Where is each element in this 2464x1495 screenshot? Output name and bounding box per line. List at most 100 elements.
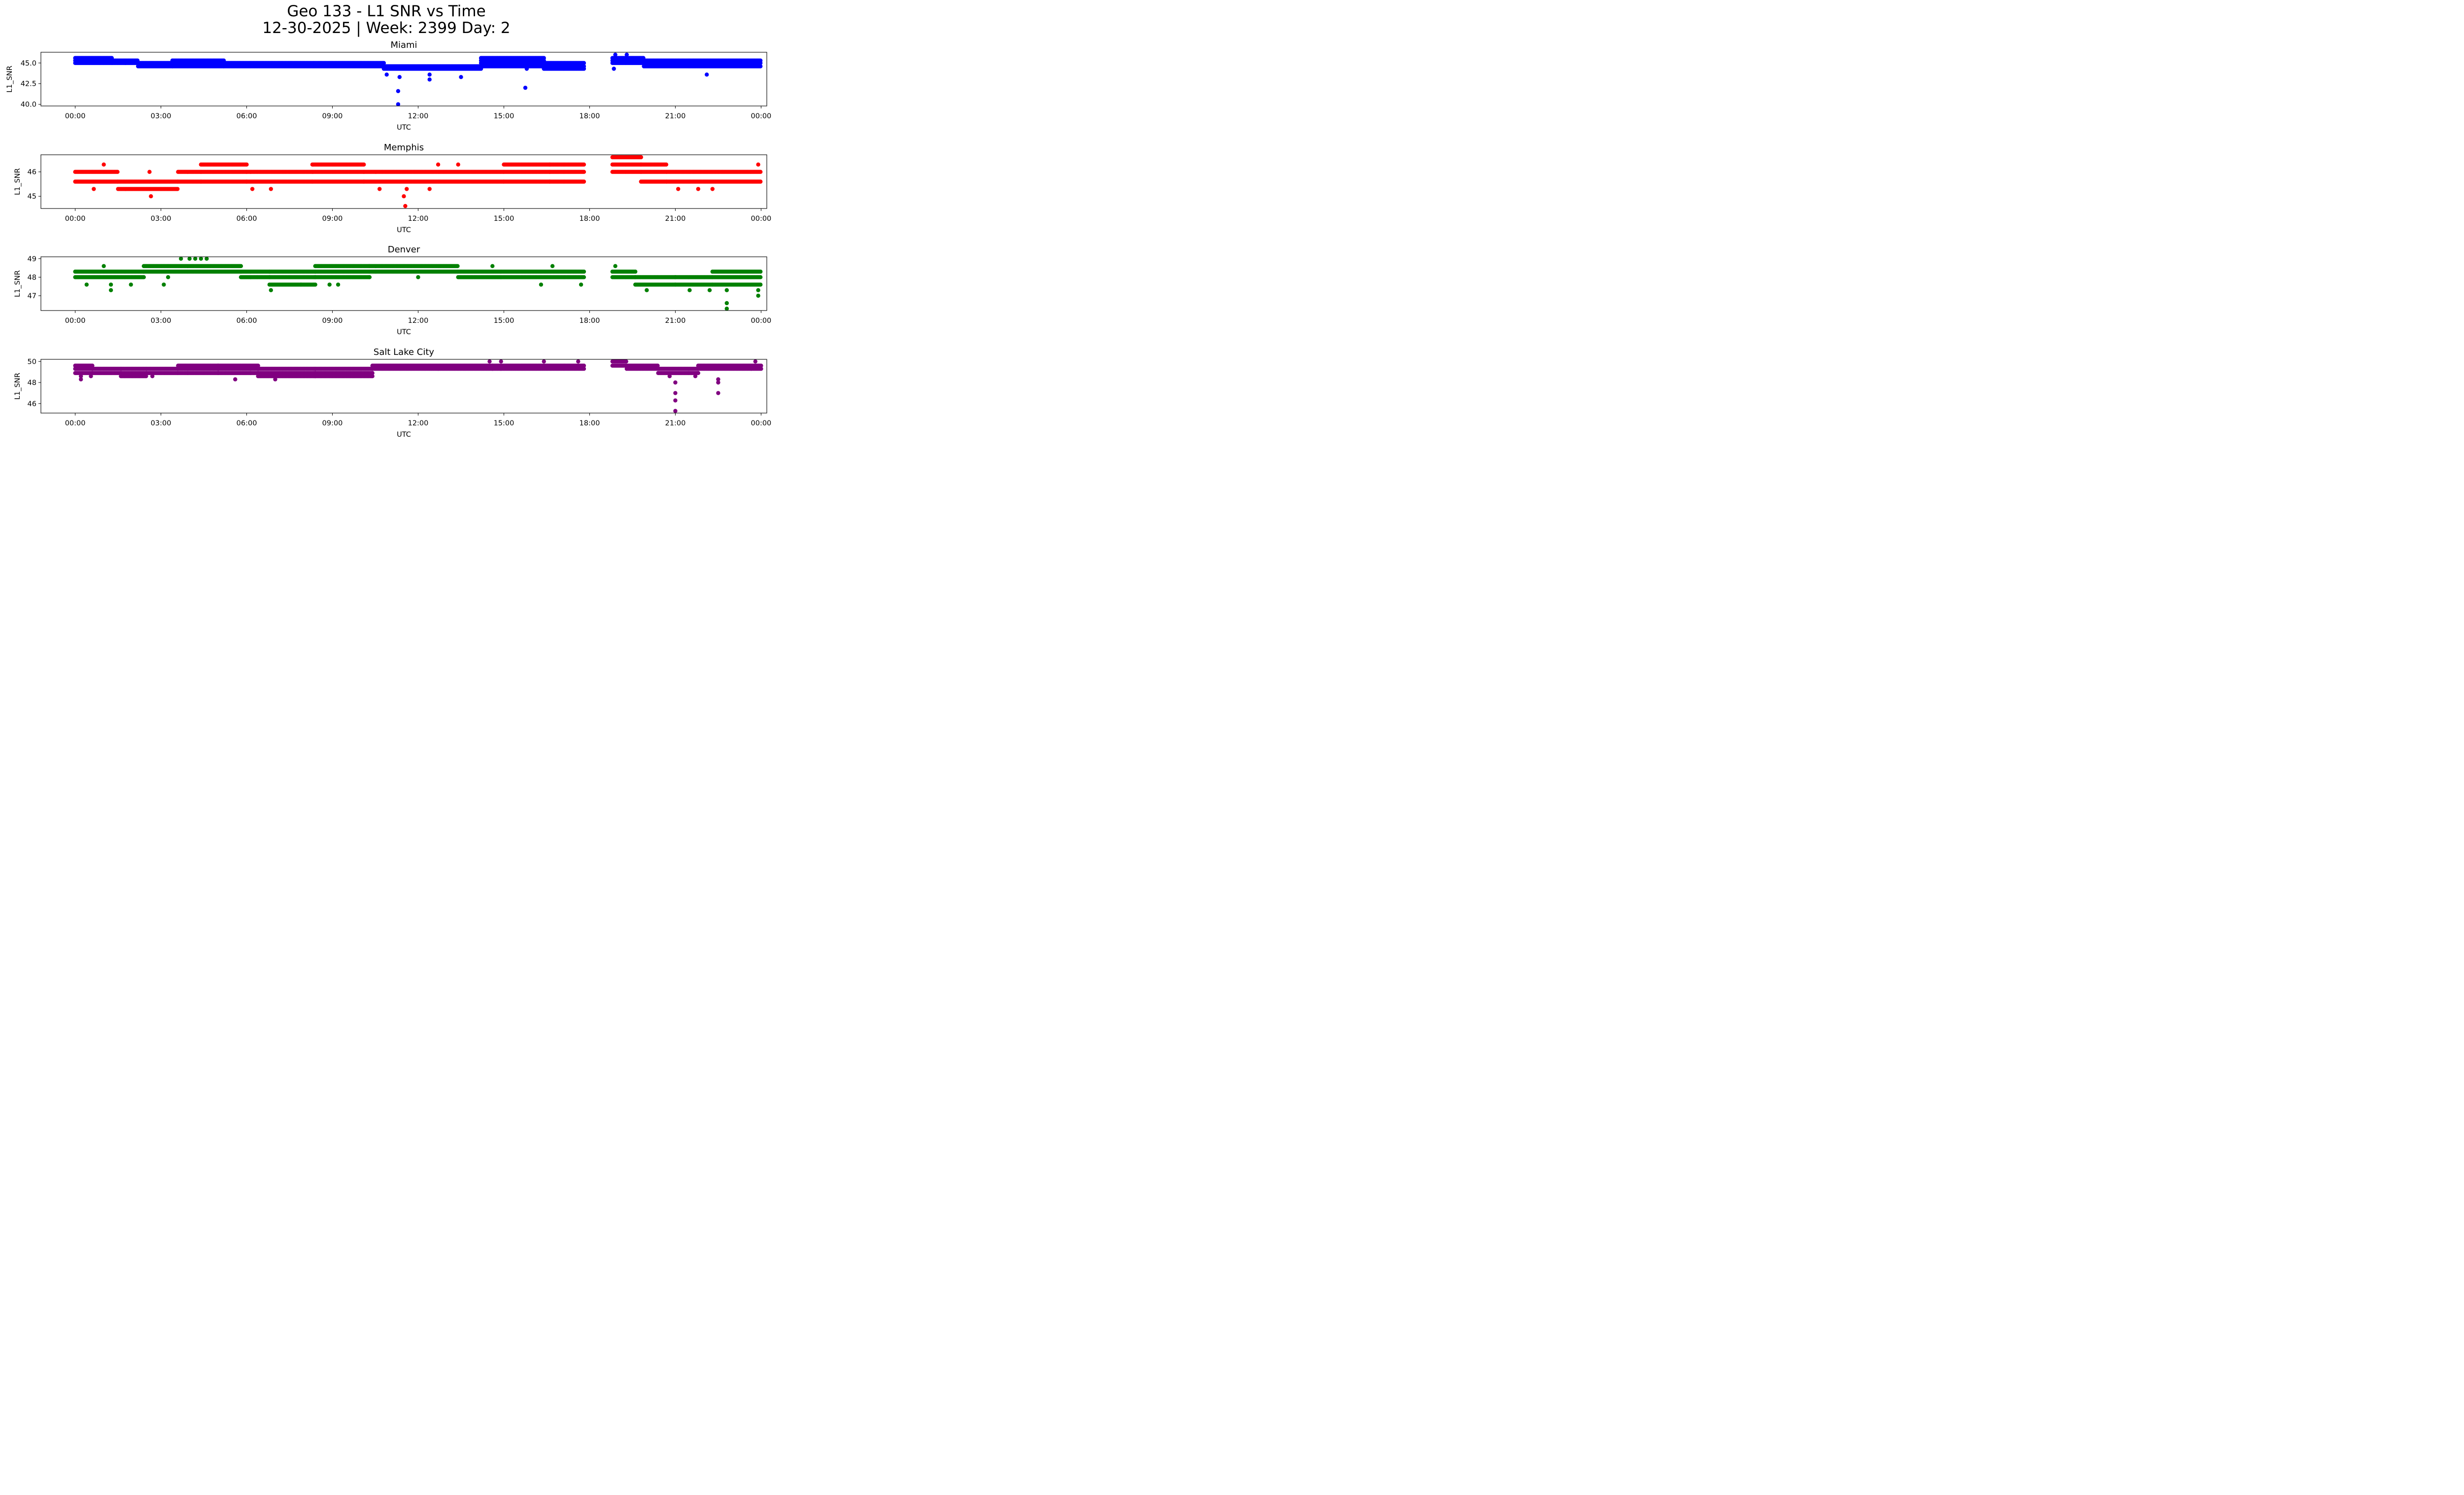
outlier-point <box>108 282 113 287</box>
data-point <box>244 162 249 167</box>
x-tick-label: 21:00 <box>665 112 686 120</box>
x-tick-label: 15:00 <box>494 112 514 120</box>
outlier-point <box>129 282 133 287</box>
x-tick-label: 00:00 <box>751 317 772 325</box>
outlier-point <box>612 67 616 71</box>
outlier-point <box>539 282 544 287</box>
y-tick-label: 46 <box>28 169 36 176</box>
data-point <box>582 61 586 65</box>
x-tick-label: 15:00 <box>494 317 514 325</box>
outlier-point <box>676 187 681 191</box>
x-tick-label: 15:00 <box>494 215 514 223</box>
outlier-point <box>179 257 183 261</box>
outlier-point <box>687 288 692 292</box>
outlier-point <box>397 75 402 79</box>
x-axis-label: UTC <box>397 328 411 336</box>
data-point <box>144 374 148 379</box>
x-tick-label: 12:00 <box>408 215 429 223</box>
series-points <box>73 257 763 311</box>
outlier-point <box>377 187 382 191</box>
data-point <box>381 61 386 65</box>
data-point <box>633 269 638 274</box>
outlier-point <box>166 275 171 279</box>
outlier-point <box>102 264 106 268</box>
y-tick-label: 45 <box>28 193 36 201</box>
data-point <box>455 264 460 268</box>
figure-title-line2: 12-30-2025 | Week: 2399 Day: 2 <box>262 19 511 37</box>
outlier-point <box>427 72 432 77</box>
outlier-point <box>724 307 729 311</box>
x-tick-label: 18:00 <box>580 317 600 325</box>
data-point <box>582 64 586 69</box>
outlier-point <box>102 162 106 167</box>
outlier-point <box>456 162 460 167</box>
outlier-point <box>550 264 555 268</box>
x-tick-label: 06:00 <box>237 215 257 223</box>
figure-title-line1: Geo 133 - L1 SNR vs Time <box>287 2 486 20</box>
data-point <box>582 269 586 274</box>
x-axis-label: UTC <box>397 226 411 234</box>
x-tick-label: 21:00 <box>665 317 686 325</box>
y-axis-label: L1_SNR <box>6 66 14 93</box>
data-point <box>758 269 763 274</box>
data-point <box>115 170 120 174</box>
outlier-point <box>149 194 153 199</box>
data-point <box>582 275 586 279</box>
axes-frame <box>40 52 767 106</box>
y-tick-label: 40.0 <box>21 101 36 109</box>
outlier-point <box>269 187 273 191</box>
outlier-point <box>108 288 113 292</box>
x-tick-label: 00:00 <box>751 215 772 223</box>
data-point <box>313 282 317 287</box>
series-points <box>73 359 763 413</box>
outlier-point <box>490 264 495 268</box>
data-point <box>758 275 763 279</box>
y-axis-label: L1_SNR <box>14 270 22 297</box>
outlier-point <box>427 187 432 191</box>
outlier-point <box>396 102 401 106</box>
x-tick-label: 00:00 <box>751 112 772 120</box>
outlier-point <box>613 264 617 268</box>
data-point <box>362 162 366 167</box>
outlier-point <box>250 187 255 191</box>
subplot-title: Denver <box>388 244 420 255</box>
outlier-point <box>624 52 629 57</box>
x-axis-label: UTC <box>397 124 411 132</box>
outlier-point <box>436 162 441 167</box>
y-tick-label: 47 <box>28 292 36 300</box>
data-point <box>582 170 586 174</box>
axes-frame <box>40 256 767 311</box>
data-point <box>582 162 586 167</box>
data-point <box>582 179 586 184</box>
x-tick-label: 00:00 <box>65 112 86 120</box>
outlier-point <box>402 194 406 199</box>
data-point <box>758 58 763 63</box>
x-tick-label: 03:00 <box>151 215 171 223</box>
x-tick-label: 03:00 <box>151 112 171 120</box>
outlier-point <box>84 282 89 287</box>
outlier-point <box>269 288 273 292</box>
outlier-point <box>724 301 729 306</box>
outlier-point <box>92 187 96 191</box>
data-point <box>542 56 546 60</box>
outlier-point <box>756 293 760 298</box>
data-point <box>239 264 243 268</box>
outlier-point <box>187 257 192 261</box>
x-tick-label: 12:00 <box>408 317 429 325</box>
outlier-point <box>199 257 203 261</box>
x-tick-label: 12:00 <box>408 112 429 120</box>
outlier-point <box>710 187 715 191</box>
x-tick-label: 06:00 <box>237 112 257 120</box>
outlier-point <box>645 288 649 292</box>
subplot-title: Miami <box>390 40 417 50</box>
outlier-point <box>193 257 198 261</box>
outlier-point <box>162 282 166 287</box>
outlier-point <box>524 67 529 71</box>
data-point <box>639 155 644 160</box>
outlier-point <box>367 275 372 279</box>
outlier-point <box>724 288 729 292</box>
data-point <box>758 282 763 287</box>
